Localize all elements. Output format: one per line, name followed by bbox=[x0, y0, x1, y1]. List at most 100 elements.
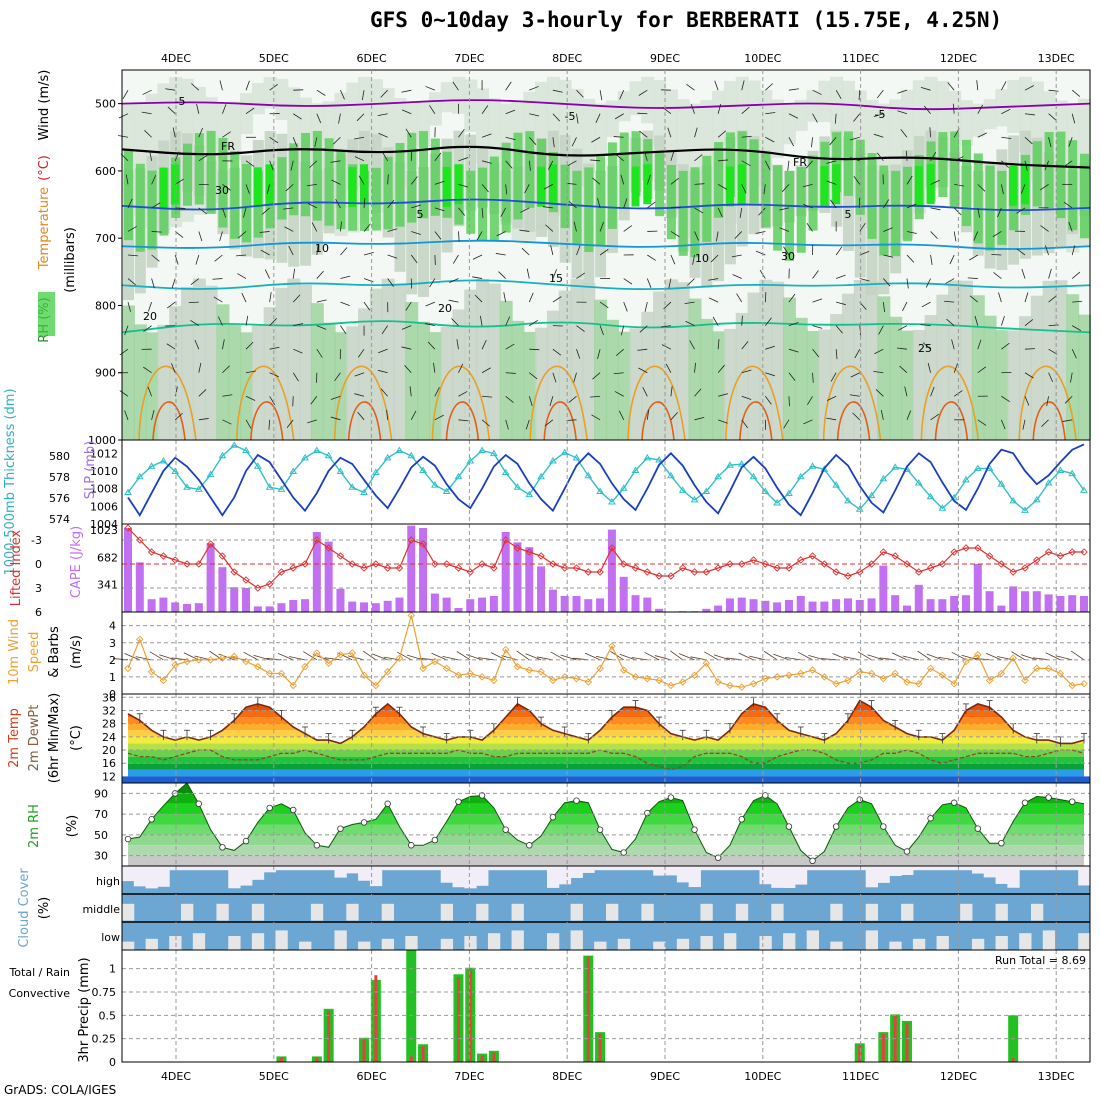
rh-point bbox=[739, 817, 745, 823]
rh-band bbox=[122, 825, 1090, 835]
wind-barb bbox=[906, 151, 907, 161]
rh-shade-low bbox=[948, 280, 961, 440]
wind-barb bbox=[411, 151, 412, 161]
cloud-low-clear bbox=[252, 933, 264, 950]
precip-panel bbox=[276, 950, 1018, 1062]
rh-bands bbox=[122, 783, 1090, 866]
rh-shade bbox=[242, 164, 251, 242]
cape-bar bbox=[632, 595, 640, 612]
rh-shade-high bbox=[738, 164, 746, 204]
rh-shade bbox=[962, 140, 971, 226]
wind-tick-label: 4 bbox=[109, 620, 116, 633]
cloud-high-clear bbox=[818, 866, 830, 870]
rh-point bbox=[833, 824, 839, 830]
rh-shade-low bbox=[901, 331, 914, 440]
rh-shade bbox=[395, 143, 404, 227]
contour-label: 30 bbox=[215, 184, 229, 197]
rh-shade-low bbox=[205, 286, 218, 440]
cloud-high-clear bbox=[913, 866, 925, 870]
cloud-high-clear bbox=[157, 866, 169, 887]
rh-shade-low bbox=[323, 323, 336, 440]
cloud-high-clear bbox=[547, 866, 559, 888]
wind-label: Wind (m/s) bbox=[37, 70, 52, 141]
cloud-high-clear bbox=[748, 866, 760, 870]
rh-shade bbox=[641, 77, 654, 124]
rh-shade bbox=[490, 157, 499, 241]
rh-shade-low bbox=[429, 332, 442, 440]
rh-shade bbox=[984, 99, 997, 129]
cloud-low-clear bbox=[830, 942, 842, 950]
rh-shade bbox=[807, 90, 820, 121]
cape-bar bbox=[868, 598, 876, 612]
cloud-high-clear bbox=[582, 866, 594, 873]
date-label-bottom: 8DEC bbox=[552, 1070, 582, 1083]
slp-line bbox=[128, 444, 1084, 515]
precip-convective-bar bbox=[882, 1034, 885, 1062]
rh-point bbox=[432, 837, 438, 843]
rh-shade-low bbox=[960, 281, 973, 440]
cloud-high-clear bbox=[759, 866, 771, 884]
cloud-middle-clear bbox=[252, 904, 264, 921]
precip-tick-label: 0.5 bbox=[99, 1009, 117, 1022]
cape-bar bbox=[454, 608, 462, 612]
rh-point bbox=[668, 795, 674, 801]
cloud-low-clear bbox=[382, 939, 394, 950]
cloud-low-clear bbox=[937, 936, 949, 950]
cape-bar bbox=[502, 532, 510, 612]
wind-10m-axis-label: 10m Wind bbox=[7, 619, 22, 685]
cloud-middle-clear bbox=[736, 904, 748, 921]
rh-point bbox=[149, 817, 155, 823]
rh-shade bbox=[997, 171, 1006, 245]
contour-label: 25 bbox=[918, 342, 932, 355]
cloud-low-clear bbox=[759, 936, 771, 950]
cloud-middle-clear bbox=[996, 904, 1008, 921]
cloud-low-clear bbox=[512, 930, 524, 950]
cloud-low-clear bbox=[299, 942, 311, 950]
cloud-high-clear bbox=[1019, 866, 1031, 870]
rh-shade-low bbox=[972, 295, 985, 440]
rh-point bbox=[290, 807, 296, 813]
cloud-high-clear bbox=[1043, 866, 1055, 870]
cloud-high-clear bbox=[287, 866, 299, 870]
cloud-high-clear bbox=[275, 866, 287, 870]
contour-label: 15 bbox=[549, 272, 563, 285]
cape-bar bbox=[301, 599, 309, 612]
cape-bar bbox=[148, 599, 156, 612]
cape-tick-label: 341 bbox=[97, 579, 118, 592]
rh-shade bbox=[667, 165, 676, 239]
cloud-high-clear bbox=[736, 866, 748, 870]
rh-point bbox=[526, 842, 532, 848]
cape-bar bbox=[915, 585, 923, 612]
minmax-axis-label: (6hr Min/Max) bbox=[47, 693, 62, 783]
precip-tick-label: 0.25 bbox=[92, 1033, 117, 1046]
cloud-low-clear bbox=[334, 930, 346, 950]
rh-point bbox=[928, 815, 934, 821]
wind-barb bbox=[293, 396, 294, 406]
wind-barb bbox=[175, 208, 185, 209]
cloud-high-clear bbox=[700, 866, 712, 870]
cloud-low-clear bbox=[996, 936, 1008, 950]
rh-shade bbox=[771, 100, 784, 158]
temp-tick-label: 24 bbox=[102, 731, 116, 744]
rh-band bbox=[122, 783, 1090, 793]
millibars-label: (millibars) bbox=[63, 227, 78, 293]
rh-shade bbox=[325, 138, 334, 225]
precip-frame bbox=[122, 950, 1090, 1062]
cloud-low-clear bbox=[547, 933, 559, 950]
cloud-middle-clear bbox=[382, 904, 394, 921]
date-label-top: 11DEC bbox=[842, 52, 879, 65]
rh-point bbox=[408, 842, 414, 848]
total-rain-legend: Total / Rain bbox=[8, 966, 70, 979]
cloud-low-clear bbox=[464, 936, 476, 950]
wind-barb bbox=[765, 292, 766, 302]
cloud-high-clear bbox=[512, 866, 524, 870]
rh-shade-high bbox=[915, 166, 923, 206]
rh-point bbox=[243, 838, 249, 844]
temperature-label: Temperature bbox=[37, 187, 52, 270]
wind-barb-10m bbox=[918, 651, 931, 660]
rh-shade-low bbox=[417, 322, 430, 440]
rh-shade bbox=[466, 171, 475, 234]
rh-shade-low bbox=[464, 290, 477, 440]
rh-shade-low bbox=[346, 326, 359, 440]
contour-label: 30 bbox=[781, 250, 795, 263]
